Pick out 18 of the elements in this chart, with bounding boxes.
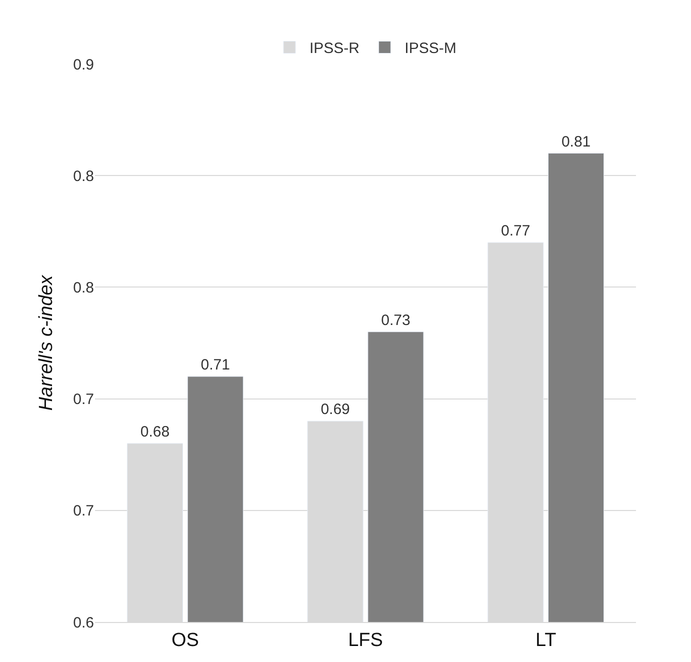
data-label: 0.68: [140, 423, 170, 440]
y-tick-label: 0.8: [73, 279, 94, 296]
y-tick-label: 0.9: [73, 56, 94, 74]
y-tick-label: 0.7: [73, 502, 94, 520]
legend-label: IPSS-M: [404, 40, 456, 58]
y-tick-label: 0.8: [73, 168, 94, 185]
data-label: 0.73: [381, 312, 410, 329]
legend-label: IPSS-R: [310, 40, 360, 58]
y-axis-title: Harrell's c-index: [36, 274, 57, 411]
data-label: 0.71: [200, 356, 230, 374]
data-label: 0.81: [561, 133, 591, 150]
x-tick-label: LFS: [348, 630, 383, 651]
x-tick-label: LT: [535, 630, 557, 651]
y-tick-label: 0.6: [73, 614, 94, 632]
x-tick-label: OS: [171, 630, 199, 651]
data-label: 0.69: [320, 401, 350, 418]
y-tick-label: 0.7: [73, 391, 94, 408]
data-label: 0.77: [501, 222, 530, 240]
